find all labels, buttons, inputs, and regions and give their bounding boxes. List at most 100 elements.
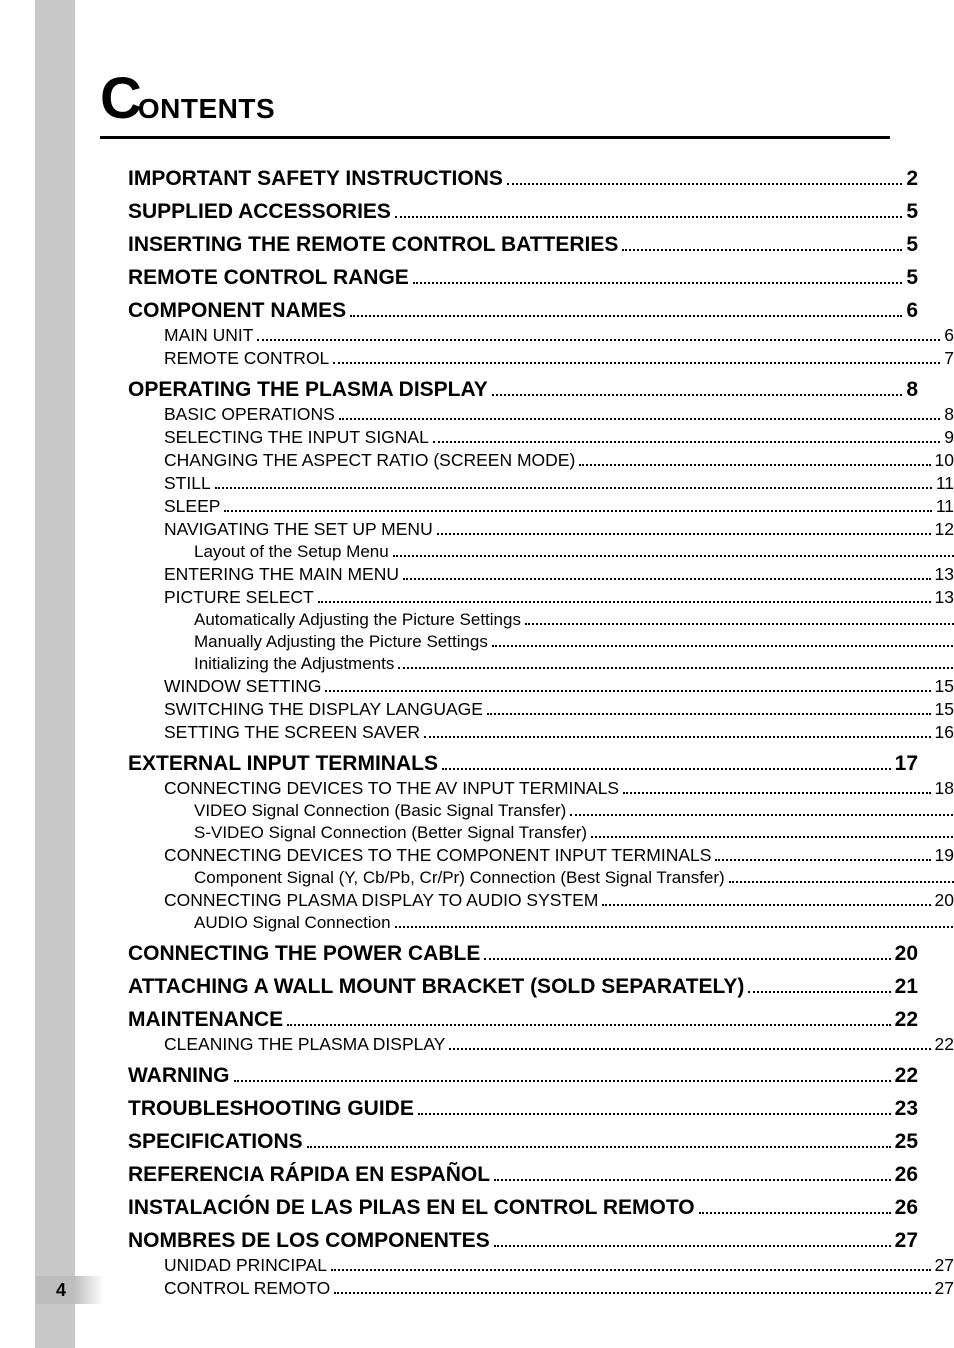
toc-leader-dots — [398, 667, 954, 669]
toc-page: 22 — [935, 1034, 954, 1055]
toc-label: CONNECTING DEVICES TO THE COMPONENT INPU… — [164, 845, 711, 866]
toc-page: 13 — [935, 587, 954, 608]
page-heading: C ONTENTS — [100, 70, 890, 128]
heading-big-letter: C — [100, 70, 142, 128]
toc-label: Initializing the Adjustments — [194, 654, 394, 674]
toc-leader-dots — [492, 394, 903, 396]
toc-label: MAIN UNIT — [164, 325, 253, 346]
toc-page: 22 — [895, 1064, 918, 1088]
toc-label: Automatically Adjusting the Picture Sett… — [194, 610, 521, 630]
toc-entry: Initializing the Adjustments14 — [194, 654, 954, 674]
toc-leader-dots — [579, 464, 930, 466]
toc-entry: CONNECTING DEVICES TO THE COMPONENT INPU… — [164, 845, 954, 866]
toc-entry: EXTERNAL INPUT TERMINALS 17 — [128, 752, 918, 776]
toc-label: Manually Adjusting the Picture Settings — [194, 632, 488, 652]
toc-leader-dots — [331, 1269, 930, 1271]
toc-label: EXTERNAL INPUT TERMINALS — [128, 752, 438, 776]
toc-leader-dots — [234, 1080, 891, 1082]
toc-label: REFERENCIA RÁPIDA EN ESPAÑOL — [128, 1163, 490, 1187]
toc-page: 18 — [935, 778, 954, 799]
toc-page: 22 — [895, 1008, 918, 1032]
toc-page: 7 — [944, 348, 954, 369]
toc-entry: TROUBLESHOOTING GUIDE23 — [128, 1097, 918, 1121]
toc-label: ATTACHING A WALL MOUNT BRACKET (SOLD SEP… — [128, 975, 744, 999]
toc-entry: SLEEP11 — [164, 496, 954, 517]
toc-entry: VIDEO Signal Connection (Basic Signal Tr… — [194, 801, 954, 821]
toc-leader-dots — [494, 1245, 891, 1247]
toc-entry: WINDOW SETTING15 — [164, 676, 954, 697]
toc-leader-dots — [622, 249, 902, 251]
toc-leader-dots — [492, 645, 954, 647]
toc-leader-dots — [333, 362, 940, 364]
toc-leader-dots — [437, 533, 931, 535]
toc-page: 5 — [906, 266, 918, 290]
toc-label: SWITCHING THE DISPLAY LANGUAGE — [164, 699, 483, 720]
toc-leader-dots — [413, 282, 903, 284]
toc-label: CONNECTING DEVICES TO THE AV INPUT TERMI… — [164, 778, 619, 799]
toc-entry: CLEANING THE PLASMA DISPLAY22 — [164, 1034, 954, 1055]
toc-leader-dots — [307, 1146, 891, 1148]
toc-page: 11 — [936, 473, 954, 494]
toc-entry: SWITCHING THE DISPLAY LANGUAGE 15 — [164, 699, 954, 720]
toc-label: INSTALACIÓN DE LAS PILAS EN EL CONTROL R… — [128, 1196, 695, 1220]
toc-page: 27 — [895, 1229, 918, 1253]
toc-label: SUPPLIED ACCESSORIES — [128, 200, 391, 224]
toc-label: Component Signal (Y, Cb/Pb, Cr/Pr) Conne… — [194, 868, 725, 888]
toc-label: Layout of the Setup Menu — [194, 542, 389, 562]
toc-label: CONTROL REMOTO — [164, 1278, 330, 1299]
toc-entry: ENTERING THE MAIN MENU13 — [164, 564, 954, 585]
toc-entry: INSERTING THE REMOTE CONTROL BATTERIES5 — [128, 233, 918, 257]
toc-page: 19 — [935, 845, 954, 866]
toc-leader-dots — [257, 339, 940, 341]
toc-leader-dots — [748, 991, 890, 993]
toc-page: 12 — [935, 519, 954, 540]
toc-leader-dots — [715, 859, 930, 861]
toc-label: UNIDAD PRINCIPAL — [164, 1255, 327, 1276]
toc-leader-dots — [350, 315, 902, 317]
toc-page: 15 — [935, 699, 954, 720]
toc-entry: AUDIO Signal Connection20 — [194, 913, 954, 933]
toc-leader-dots — [449, 1048, 930, 1050]
toc-leader-dots — [507, 183, 902, 185]
toc-page: 8 — [944, 404, 954, 425]
toc-entry: NOMBRES DE LOS COMPONENTES27 — [128, 1229, 918, 1253]
toc-page: 17 — [895, 752, 918, 776]
toc-entry: Automatically Adjusting the Picture Sett… — [194, 610, 954, 630]
toc-leader-dots — [334, 1292, 930, 1294]
toc-leader-dots — [494, 1179, 891, 1181]
toc-label: OPERATING THE PLASMA DISPLAY — [128, 378, 488, 402]
toc-entry: NAVIGATING THE SET UP MENU 12 — [164, 519, 954, 540]
toc-leader-dots — [418, 1113, 891, 1115]
toc-label: NAVIGATING THE SET UP MENU — [164, 519, 433, 540]
toc-leader-dots — [433, 441, 940, 443]
page-number: 4 — [36, 1280, 66, 1301]
toc-page: 21 — [895, 975, 918, 999]
toc-leader-dots — [525, 623, 954, 625]
toc-label: MAINTENANCE — [128, 1008, 283, 1032]
toc-entry: Component Signal (Y, Cb/Pb, Cr/Pr) Conne… — [194, 868, 954, 888]
toc-leader-dots — [224, 510, 931, 512]
toc-label: PICTURE SELECT — [164, 587, 314, 608]
toc-entry: SPECIFICATIONS25 — [128, 1130, 918, 1154]
toc-entry: OPERATING THE PLASMA DISPLAY8 — [128, 378, 918, 402]
toc-entry: SETTING THE SCREEN SAVER16 — [164, 722, 954, 743]
toc-entry: S-VIDEO Signal Connection (Better Signal… — [194, 823, 954, 843]
toc-page: 25 — [895, 1130, 918, 1154]
toc-entry: BASIC OPERATIONS8 — [164, 404, 954, 425]
toc-entry: PICTURE SELECT 13 — [164, 587, 954, 608]
toc-leader-dots — [487, 713, 931, 715]
toc-page: 13 — [935, 564, 954, 585]
toc-entry: Layout of the Setup Menu12 — [194, 542, 954, 562]
toc-leader-dots — [424, 736, 930, 738]
heading-rest: ONTENTS — [138, 95, 275, 123]
toc-label: INSERTING THE REMOTE CONTROL BATTERIES — [128, 233, 618, 257]
toc-entry: COMPONENT NAMES6 — [128, 299, 918, 323]
toc-label: WARNING — [128, 1064, 230, 1088]
toc-leader-dots — [699, 1212, 891, 1214]
toc-entry: MAINTENANCE 22 — [128, 1008, 918, 1032]
toc-leader-dots — [395, 216, 902, 218]
toc-entry: REMOTE CONTROL RANGE5 — [128, 266, 918, 290]
toc-entry: CONTROL REMOTO27 — [164, 1278, 954, 1299]
toc-page: 2 — [906, 167, 918, 191]
toc-page: 11 — [936, 496, 954, 517]
